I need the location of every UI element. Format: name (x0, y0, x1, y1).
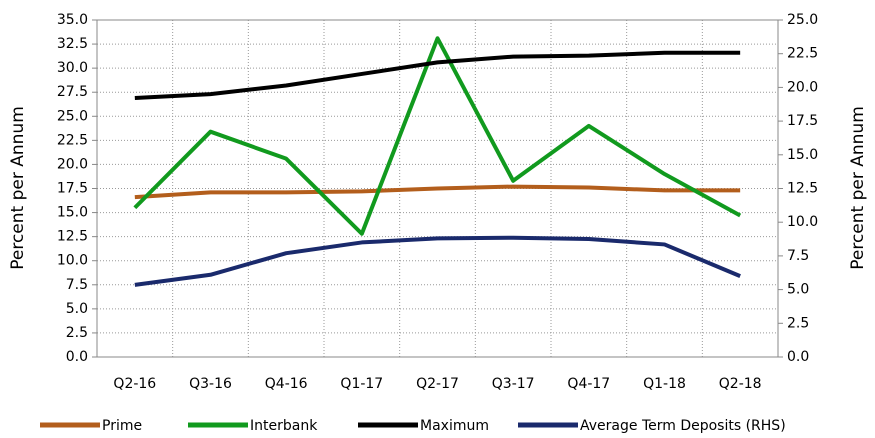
y2-tick-label: 2.5 (787, 315, 809, 331)
legend-label: Maximum (420, 418, 489, 434)
y2-tick-label: 12.5 (787, 181, 818, 197)
y2-tick-label: 15.0 (787, 147, 818, 163)
y-tick-label: 7.5 (66, 277, 88, 293)
plot-frame (96, 19, 779, 358)
x-tick-label: Q1-17 (340, 376, 383, 392)
legend-label: Prime (102, 418, 142, 434)
legend-label: Average Term Deposits (RHS) (580, 418, 786, 434)
y-axis-label: Percent per Annum (8, 106, 28, 270)
y-tick-label: 25.0 (57, 108, 88, 124)
y2-axis-label: Percent per Annum (848, 106, 868, 270)
x-tick-label: Q4-17 (567, 376, 610, 392)
series-line (133, 36, 742, 236)
y2-tick-label: 5.0 (787, 282, 809, 298)
x-tick-label: Q2-17 (416, 376, 459, 392)
y-tick-label: 30.0 (57, 60, 88, 76)
legend-label: Interbank (250, 418, 318, 434)
y2-tick-label: 0.0 (787, 349, 809, 365)
y2-tick-label: 17.5 (787, 113, 818, 129)
y-tick-label: 27.5 (57, 84, 88, 100)
y-tick-label: 32.5 (57, 36, 88, 52)
y-tick-label: 20.0 (57, 156, 88, 172)
y2-tick-label: 20.0 (787, 79, 818, 95)
y-tick-label: 12.5 (57, 229, 88, 245)
y-tick-label: 2.5 (66, 325, 88, 341)
x-tick-label: Q2-18 (719, 376, 762, 392)
x-tick-label: Q1-18 (643, 376, 686, 392)
y2-tick-label: 25.0 (787, 12, 818, 28)
y-tick-label: 35.0 (57, 12, 88, 28)
series-line (134, 50, 741, 100)
x-tick-label: Q3-17 (492, 376, 535, 392)
y-tick-label: 22.5 (57, 132, 88, 148)
y-tick-label: 17.5 (57, 181, 88, 197)
y2-tick-label: 10.0 (787, 214, 818, 230)
y-tick-label: 15.0 (57, 205, 88, 221)
x-tick-label: Q2-16 (113, 376, 156, 392)
y2-tick-label: 7.5 (787, 248, 809, 264)
series-line (134, 235, 741, 287)
y-tick-label: 0.0 (66, 349, 88, 365)
series-line (134, 184, 741, 200)
y-tick-label: 10.0 (57, 253, 88, 269)
y-tick-label: 5.0 (66, 301, 88, 317)
y2-tick-label: 22.5 (787, 46, 818, 62)
x-tick-label: Q3-16 (189, 376, 232, 392)
x-tick-label: Q4-16 (265, 376, 308, 392)
